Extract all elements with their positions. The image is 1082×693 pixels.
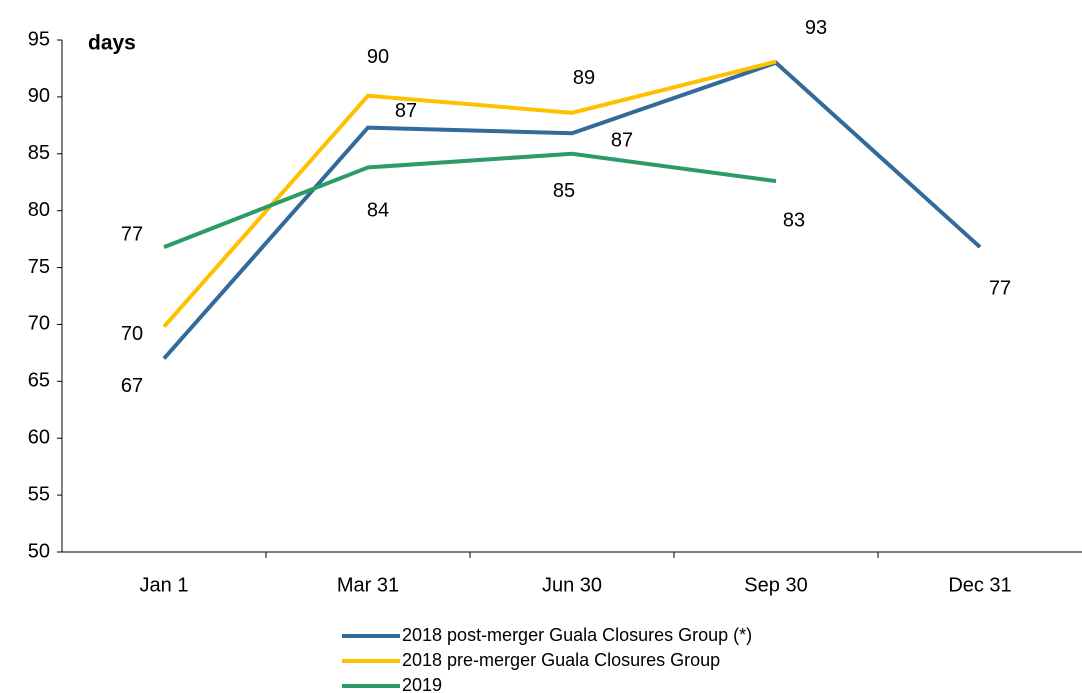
- x-tick-label: Mar 31: [337, 574, 399, 596]
- y-tick-label: 90: [28, 85, 50, 107]
- data-label: 70: [121, 323, 143, 345]
- data-label: 84: [367, 200, 389, 222]
- series-line: [162, 59, 777, 329]
- data-label: 67: [121, 375, 143, 397]
- legend-label: 2018 pre-merger Guala Closures Group: [402, 650, 720, 670]
- y-tick-label: 70: [28, 313, 50, 335]
- data-label: 85: [553, 180, 575, 202]
- y-tick-label: 85: [28, 142, 50, 164]
- series-line: [163, 151, 777, 249]
- data-label: 87: [395, 100, 417, 122]
- legend-label: 2019: [402, 675, 442, 693]
- series-line: [162, 60, 982, 360]
- y-tick-label: 75: [28, 256, 50, 278]
- y-tick-label: 80: [28, 199, 50, 221]
- x-tick-label: Jun 30: [542, 574, 602, 596]
- x-tick-label: Sep 30: [744, 574, 807, 596]
- y-tick-label: 60: [28, 427, 50, 449]
- data-label: 89: [573, 67, 595, 89]
- y-tick-label: 95: [28, 28, 50, 50]
- y-tick-label: 50: [28, 540, 50, 562]
- data-label: 93: [805, 17, 827, 39]
- data-label: 83: [783, 209, 805, 231]
- data-label: 90: [367, 46, 389, 68]
- y-tick-label: 65: [28, 370, 50, 392]
- y-axis-label: days: [88, 32, 136, 55]
- legend-label: 2018 post-merger Guala Closures Group (*…: [402, 625, 752, 645]
- data-label: 87: [611, 130, 633, 152]
- x-tick-label: Jan 1: [140, 574, 189, 596]
- data-label: 77: [989, 277, 1011, 299]
- data-label: 77: [121, 223, 143, 245]
- x-tick-label: Dec 31: [948, 574, 1011, 596]
- y-tick-label: 55: [28, 483, 50, 505]
